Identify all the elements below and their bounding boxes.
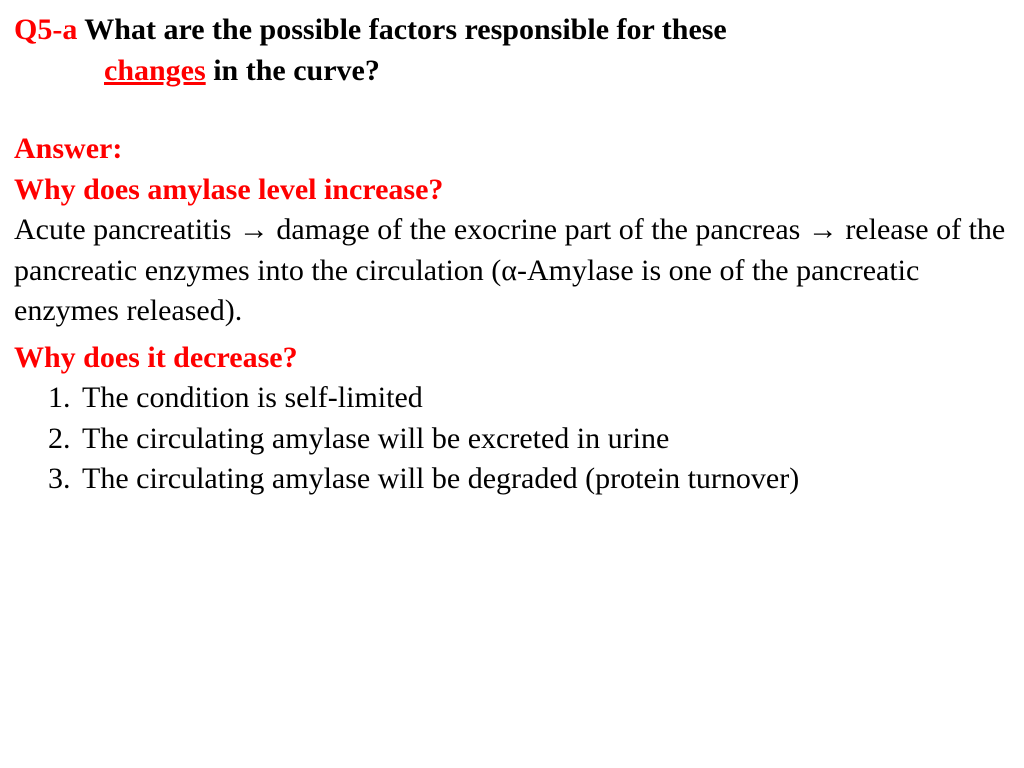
answer-block: Answer: Why does amylase level increase?… <box>14 129 1010 500</box>
question-underlined-word: changes <box>104 54 206 87</box>
increase-sequence: Acute pancreatitis → damage of the exocr… <box>14 210 1010 332</box>
question-text-before: What are the possible factors responsibl… <box>77 13 726 46</box>
question-text-after: in the curve? <box>206 54 380 87</box>
question-label: Q5-a <box>14 13 77 46</box>
decrease-list: The condition is self-limited The circul… <box>14 378 1010 500</box>
list-item: The circulating amylase will be degraded… <box>78 459 1010 500</box>
increase-seq-part1: Acute pancreatitis <box>14 213 239 246</box>
increase-seq-part2: damage of the exocrine part of the pancr… <box>269 213 808 246</box>
arrow-icon: → <box>808 213 838 246</box>
question-block: Q5-a What are the possible factors respo… <box>14 10 1010 91</box>
list-item: The circulating amylase will be excreted… <box>78 419 1010 460</box>
arrow-icon: → <box>239 213 269 246</box>
answer-heading: Answer: <box>14 129 1010 170</box>
list-item: The condition is self-limited <box>78 378 1010 419</box>
increase-heading: Why does amylase level increase? <box>14 170 1010 211</box>
decrease-heading: Why does it decrease? <box>14 338 1010 379</box>
